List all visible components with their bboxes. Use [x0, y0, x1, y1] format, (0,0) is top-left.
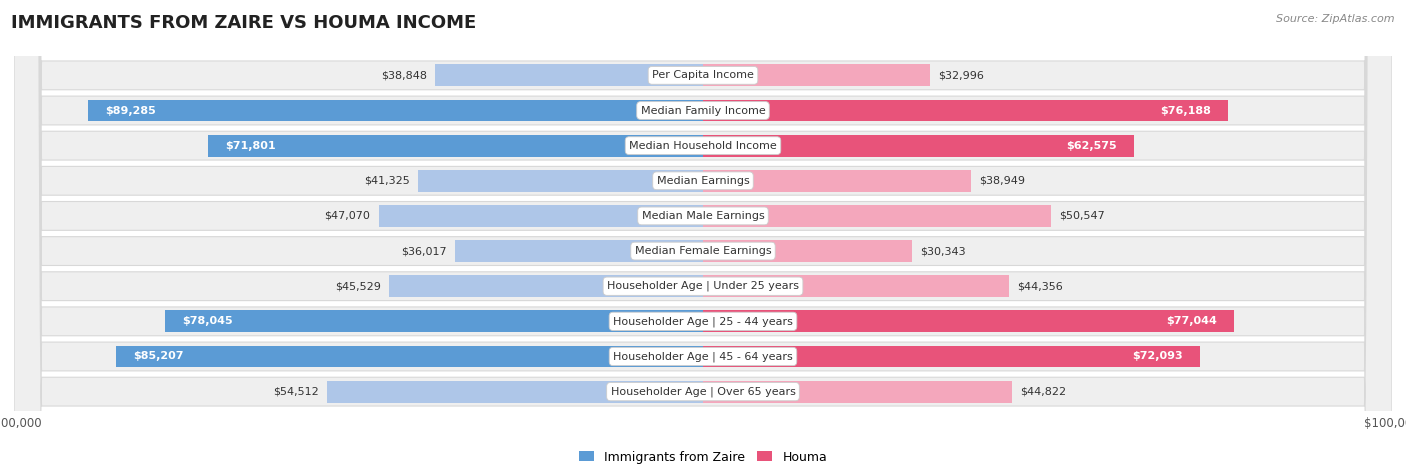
Bar [703, 170, 972, 191]
Text: $32,996: $32,996 [939, 71, 984, 80]
Text: $47,070: $47,070 [325, 211, 370, 221]
Text: Median Male Earnings: Median Male Earnings [641, 211, 765, 221]
Bar [703, 240, 912, 262]
FancyBboxPatch shape [14, 0, 1392, 467]
Text: Source: ZipAtlas.com: Source: ZipAtlas.com [1277, 14, 1395, 24]
Text: $50,547: $50,547 [1060, 211, 1105, 221]
Bar [208, 135, 703, 156]
Bar [703, 135, 1135, 156]
Legend: Immigrants from Zaire, Houma: Immigrants from Zaire, Houma [574, 446, 832, 467]
Text: $71,801: $71,801 [225, 141, 276, 151]
Text: Median Household Income: Median Household Income [628, 141, 778, 151]
FancyBboxPatch shape [14, 0, 1392, 467]
Bar [89, 99, 703, 121]
FancyBboxPatch shape [14, 0, 1392, 467]
Bar [419, 170, 703, 191]
FancyBboxPatch shape [14, 0, 1392, 467]
Text: $54,512: $54,512 [273, 387, 319, 396]
Text: Median Female Earnings: Median Female Earnings [634, 246, 772, 256]
Text: $62,575: $62,575 [1066, 141, 1116, 151]
Bar [703, 276, 1008, 297]
Text: $41,325: $41,325 [364, 176, 411, 186]
Text: $72,093: $72,093 [1132, 352, 1182, 361]
FancyBboxPatch shape [14, 0, 1392, 467]
Text: Householder Age | Under 25 years: Householder Age | Under 25 years [607, 281, 799, 291]
Bar [389, 276, 703, 297]
Text: $38,949: $38,949 [980, 176, 1025, 186]
Text: $38,848: $38,848 [381, 71, 427, 80]
Text: $85,207: $85,207 [134, 352, 184, 361]
Text: $45,529: $45,529 [335, 281, 381, 291]
Bar [456, 240, 703, 262]
Bar [703, 311, 1234, 332]
Text: $44,822: $44,822 [1021, 387, 1066, 396]
Bar [436, 64, 703, 86]
FancyBboxPatch shape [14, 0, 1392, 467]
Text: $78,045: $78,045 [183, 316, 233, 326]
FancyBboxPatch shape [14, 0, 1392, 467]
Text: $77,044: $77,044 [1166, 316, 1216, 326]
Text: Householder Age | 25 - 44 years: Householder Age | 25 - 44 years [613, 316, 793, 326]
Text: $89,285: $89,285 [105, 106, 156, 115]
Bar [703, 99, 1227, 121]
Text: Householder Age | 45 - 64 years: Householder Age | 45 - 64 years [613, 351, 793, 362]
FancyBboxPatch shape [14, 0, 1392, 467]
Text: $36,017: $36,017 [401, 246, 447, 256]
Bar [703, 346, 1199, 368]
Text: Median Earnings: Median Earnings [657, 176, 749, 186]
Bar [115, 346, 703, 368]
Bar [703, 381, 1012, 403]
Bar [328, 381, 703, 403]
Bar [703, 205, 1052, 227]
Text: $76,188: $76,188 [1160, 106, 1211, 115]
Text: Householder Age | Over 65 years: Householder Age | Over 65 years [610, 386, 796, 397]
Bar [703, 64, 931, 86]
Text: Per Capita Income: Per Capita Income [652, 71, 754, 80]
Text: IMMIGRANTS FROM ZAIRE VS HOUMA INCOME: IMMIGRANTS FROM ZAIRE VS HOUMA INCOME [11, 14, 477, 32]
Bar [166, 311, 703, 332]
Bar [378, 205, 703, 227]
Text: $44,356: $44,356 [1017, 281, 1063, 291]
Text: Median Family Income: Median Family Income [641, 106, 765, 115]
Text: $30,343: $30,343 [921, 246, 966, 256]
FancyBboxPatch shape [14, 0, 1392, 467]
FancyBboxPatch shape [14, 0, 1392, 467]
